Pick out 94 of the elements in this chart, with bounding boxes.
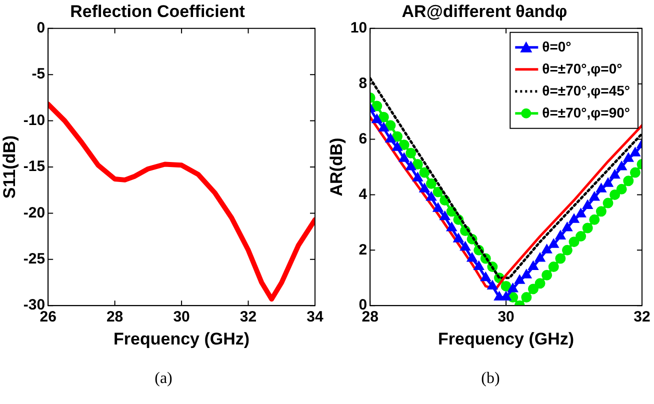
y-tick-label: 0 [36, 20, 46, 37]
point [419, 167, 430, 178]
chart-title: Reflection Coefficient [70, 2, 246, 21]
point [582, 222, 593, 234]
x-axis-title: Frequency (GHz) [114, 329, 250, 348]
point [569, 214, 579, 223]
point [508, 284, 518, 292]
y-tick-label: 10 [350, 20, 368, 37]
point [603, 178, 613, 187]
text: (b) [480, 370, 501, 388]
point [602, 198, 614, 208]
point [630, 148, 640, 156]
point [522, 270, 532, 278]
point [596, 184, 606, 192]
point [385, 120, 396, 131]
point [514, 275, 524, 284]
point [596, 206, 606, 217]
point [562, 244, 572, 256]
y-tick-label: -15 [23, 158, 46, 176]
point [576, 208, 586, 218]
point [500, 280, 512, 292]
point [480, 272, 490, 282]
y-tick-label: -25 [23, 250, 46, 268]
point [624, 153, 634, 162]
point [534, 278, 546, 289]
legend-label: θ=±70°,φ=0° [542, 60, 622, 76]
point [555, 253, 566, 264]
x-tick-label: 32 [240, 308, 257, 326]
x-axis-title: Frequency (GHz) [438, 329, 574, 348]
point [412, 158, 423, 170]
point [535, 253, 545, 262]
point [528, 284, 538, 294]
point [433, 203, 443, 212]
point [432, 186, 444, 198]
point [542, 270, 552, 280]
y-tick-label: 8 [358, 74, 368, 92]
legend-label: θ=±70°,φ=90° [542, 104, 630, 120]
point [454, 234, 464, 242]
y-tick-label: -10 [23, 112, 46, 129]
point [467, 253, 477, 262]
point [446, 222, 456, 232]
point [440, 212, 450, 220]
point [576, 231, 586, 242]
point [378, 112, 389, 122]
point [623, 176, 634, 186]
point [589, 214, 600, 225]
point [590, 192, 600, 201]
point [616, 184, 627, 194]
y-tick-label: 2 [358, 241, 368, 258]
point [548, 239, 558, 248]
y-tick-label: -5 [32, 66, 46, 83]
point [521, 292, 532, 303]
x-tick-label: 34 [306, 308, 324, 326]
point [372, 114, 382, 124]
point [398, 140, 410, 150]
point [616, 162, 626, 170]
y-tick-label: 6 [358, 130, 368, 148]
chart-title: AR@different θandφ [402, 2, 568, 21]
point [568, 236, 580, 248]
x-tick-label: 26 [40, 308, 56, 326]
point [426, 192, 436, 201]
point [548, 262, 559, 272]
point [392, 142, 402, 151]
x-tick-label: 32 [634, 308, 650, 326]
point [399, 153, 409, 162]
point [542, 244, 552, 254]
y-axis-title: AR(dB) [326, 138, 346, 196]
y-tick-label: -20 [23, 204, 46, 222]
point [406, 162, 416, 170]
point [556, 231, 566, 240]
point [488, 280, 498, 290]
legend-label: θ=0° [542, 38, 572, 54]
y-axis-title: S11(dB) [0, 135, 19, 199]
point [412, 172, 422, 182]
point [582, 200, 592, 210]
x-tick-label: 30 [173, 308, 190, 326]
point [630, 167, 640, 178]
point [426, 178, 437, 189]
point [372, 100, 382, 112]
x-tick-label: 28 [362, 308, 378, 326]
point [386, 134, 396, 143]
text: (a) [154, 370, 174, 388]
point [474, 262, 484, 270]
point [406, 148, 416, 158]
y-tick-label: 4 [358, 186, 368, 203]
point [610, 189, 620, 200]
point [378, 122, 388, 132]
point [610, 170, 620, 179]
x-tick-label: 28 [106, 308, 124, 326]
x-tick-label: 30 [498, 308, 514, 326]
legend-label: θ=±70°,φ=45° [542, 82, 630, 98]
point [420, 184, 430, 192]
point [562, 222, 572, 232]
point [392, 131, 403, 142]
